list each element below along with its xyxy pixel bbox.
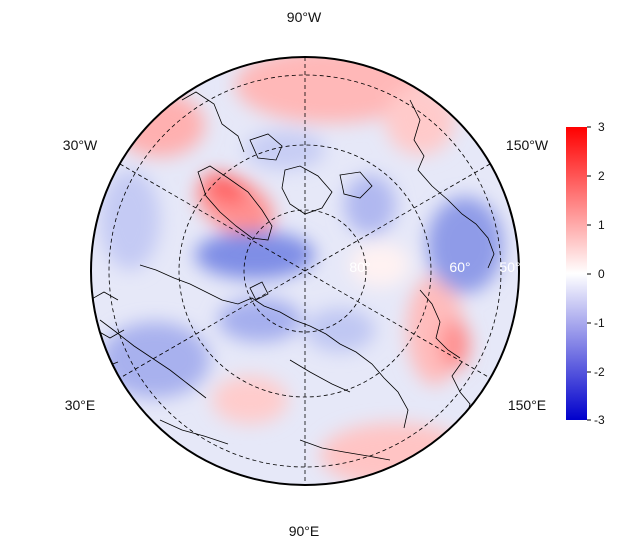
colorbar-tick-label: -1	[594, 316, 605, 330]
graticule	[108, 57, 502, 485]
longitude-label-upper-right: 150°W	[506, 137, 549, 153]
map-boundary	[90, 56, 520, 486]
latitude-label-80: 80°	[349, 259, 370, 275]
longitude-label-lower-left: 30°E	[65, 397, 96, 413]
colorbar-gradient	[566, 127, 587, 420]
parallel-60	[108, 74, 502, 468]
longitude-label-bottom: 90°E	[289, 523, 320, 539]
longitude-label-upper-left: 30°W	[63, 137, 98, 153]
colorbar-tick-label: -3	[594, 413, 605, 427]
latitude-label-60: 60°	[449, 259, 470, 275]
colorbar-tick-label: 2	[598, 169, 605, 183]
parallel-80	[243, 209, 367, 333]
colorbar: 3 2 1 0 -1 -2 -3	[566, 120, 605, 427]
parallel-70	[178, 144, 432, 398]
colorbar-tick-label: -2	[594, 365, 605, 379]
longitude-label-top: 90°W	[287, 9, 322, 25]
latitude-label-50: 50°	[499, 259, 520, 275]
meridian-150	[119, 163, 491, 379]
colorbar-tick-label: 3	[598, 120, 605, 134]
colorbar-tick-label: 0	[598, 267, 605, 281]
colorbar-tick-label: 1	[598, 218, 605, 232]
colorbar-ticks	[587, 126, 591, 421]
longitude-label-lower-right: 150°E	[508, 397, 546, 413]
